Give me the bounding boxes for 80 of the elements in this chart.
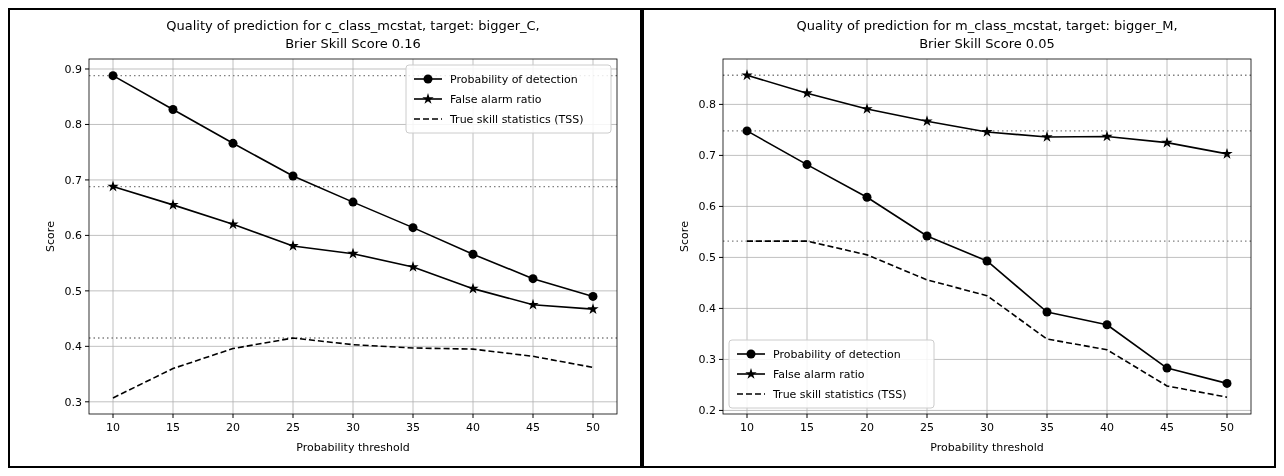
x-tick-label: 10 [106,421,120,434]
point [741,69,753,81]
point [168,104,178,114]
point [1042,307,1052,317]
point [921,115,933,127]
x-axis-title: Probability threshold [296,441,410,454]
x-tick-label: 40 [466,421,480,434]
point [801,87,813,98]
y-tick-label: 0.6 [64,229,82,243]
y-tick-label: 0.8 [64,118,82,132]
legend-label: Probability of detection [450,73,578,86]
point [742,126,752,136]
point [107,180,119,192]
point [982,256,992,266]
x-tick-label: 15 [800,421,814,434]
point [288,171,298,181]
y-tick-label: 0.5 [698,251,716,265]
point [347,247,359,259]
x-tick-label: 20 [226,421,240,434]
y-tick-label: 0.3 [64,395,82,409]
point [1102,320,1112,330]
x-tick-label: 35 [406,421,420,434]
point [587,303,599,314]
legend-label: True skill statistics (TSS) [449,113,584,126]
y-axis-title: Score [678,220,691,252]
point [287,239,299,251]
x-axis-title: Probability threshold [930,441,1044,454]
y-tick-label: 0.8 [698,98,716,112]
x-tick-label: 25 [920,421,934,434]
y-tick-label: 0.2 [698,404,716,418]
y-tick-label: 0.9 [64,62,82,76]
x-tick-label: 30 [980,421,994,434]
x-tick-label: 50 [586,421,600,434]
point [1101,130,1113,142]
y-tick-label: 0.4 [64,340,82,354]
point [227,218,239,230]
y-tick-label: 0.3 [698,353,716,367]
point [407,261,419,272]
point [528,274,538,284]
x-tick-label: 10 [740,421,754,434]
x-tick-label: 40 [1100,421,1114,434]
point [802,160,812,170]
y-tick-label: 0.7 [698,149,716,163]
point [862,192,872,202]
point [861,103,873,114]
point [408,223,418,233]
point [1221,147,1233,159]
legend-label: False alarm ratio [773,368,865,381]
y-axis-title: Score [44,220,57,252]
point [468,249,478,259]
y-tick-label: 0.7 [64,173,82,187]
x-tick-label: 25 [286,421,300,434]
point [1222,378,1232,388]
y-tick-label: 0.5 [64,284,82,298]
x-tick-label: 15 [166,421,180,434]
y-tick-label: 0.6 [698,200,716,214]
legend-label: False alarm ratio [450,93,542,106]
point [922,231,932,241]
point [228,138,238,148]
legend-label: True skill statistics (TSS) [772,388,907,401]
point [1161,136,1173,148]
x-tick-label: 20 [860,421,874,434]
line-series [112,337,594,399]
x-tick-label: 45 [1160,421,1174,434]
x-tick-label: 30 [346,421,360,434]
x-tick-label: 45 [526,421,540,434]
point [1162,363,1172,373]
x-tick-label: 35 [1040,421,1054,434]
point [588,291,598,301]
chart-title: Quality of prediction for m_class_mcstat, target: bigger_M, Brier Skill Score 0.05 [796,18,1178,51]
point [981,125,993,137]
point [1041,131,1053,142]
chart-title: Quality of prediction for c_class_mcstat, target: bigger_C, Brier Skill Score 0.16 [166,18,540,51]
line-series [746,240,1228,398]
y-tick-label: 0.4 [698,302,716,316]
point [348,197,358,207]
x-tick-label: 50 [1220,421,1234,434]
point [108,71,118,81]
legend-label: Probability of detection [773,348,901,361]
point [467,282,479,294]
